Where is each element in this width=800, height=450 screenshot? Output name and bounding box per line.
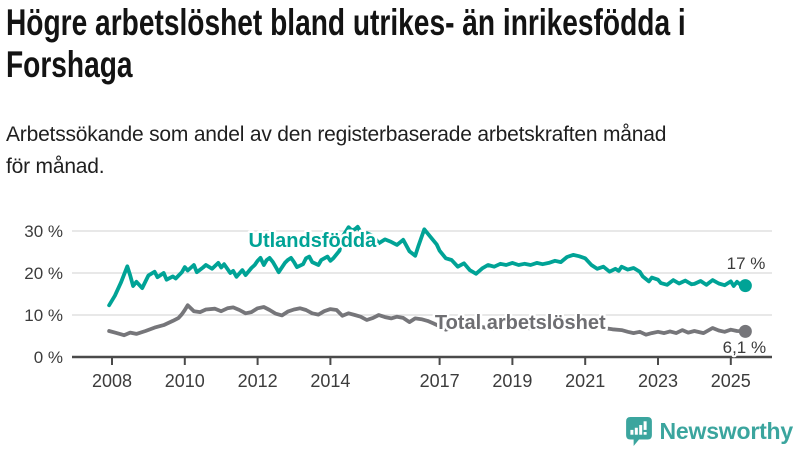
series-end-dot-total xyxy=(738,324,752,338)
newsworthy-wordmark: Newsworthy xyxy=(659,418,794,444)
x-axis-tick-label: 2025 xyxy=(711,371,751,391)
y-axis-tick-label: 0 % xyxy=(34,348,63,367)
y-axis-tick-label: 20 % xyxy=(24,264,63,283)
x-axis-tick-label: 2010 xyxy=(165,371,205,391)
x-axis-tick-label: 2023 xyxy=(638,371,678,391)
series-label-total: Total arbetslöshet xyxy=(435,312,606,334)
x-axis-tick-label: 2014 xyxy=(310,371,350,391)
page-title: Högre arbetslöshet bland utrikes- än inr… xyxy=(6,2,686,86)
series-label-utlandsfodda: Utlandsfödda xyxy=(249,230,378,252)
newsworthy-bubble-chart-icon xyxy=(625,417,652,446)
value-label-utlandsfodda: 17 % xyxy=(727,254,766,273)
chart-canvas: 0 % 10 % 20 % 30 % 2008 2010 2012 2014 2017 2019 2… xyxy=(24,222,772,391)
series-end-dot-utlandsfodda xyxy=(738,279,752,293)
newsworthy-logo: Newsworthy xyxy=(625,417,794,446)
x-axis-tick-label: 2019 xyxy=(492,371,532,391)
y-axis-tick-label: 10 % xyxy=(24,306,63,325)
y-axis-tick-label: 30 % xyxy=(24,222,63,241)
x-axis-tick-label: 2017 xyxy=(420,371,460,391)
line-chart: 0 % 10 % 20 % 30 % 2008 2010 2012 2014 2017 2019 2… xyxy=(0,190,800,405)
x-axis-tick-label: 2008 xyxy=(92,371,132,391)
x-axis-tick-label: 2012 xyxy=(238,371,278,391)
series-line-total xyxy=(107,303,748,338)
x-axis-tick-label: 2021 xyxy=(565,371,605,391)
page-subtitle: Arbetssökande som andel av den registerb… xyxy=(6,123,667,178)
series-line-utlandsfodda xyxy=(107,224,748,308)
value-label-total: 6,1 % xyxy=(723,338,766,357)
